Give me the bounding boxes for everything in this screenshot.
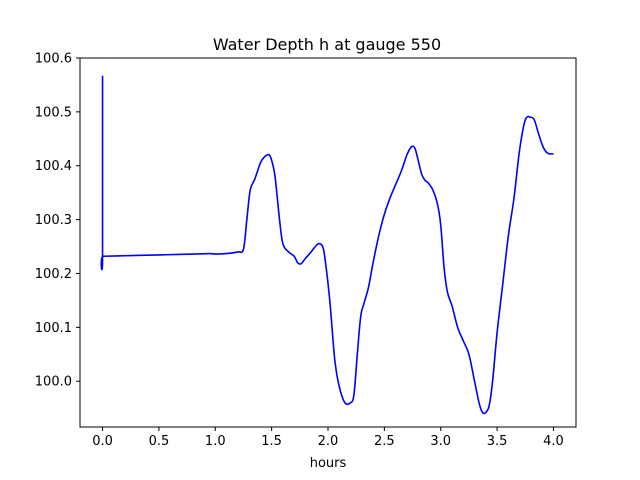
y-tick-label: 100.2 — [35, 267, 72, 282]
x-axis-label: hours — [310, 456, 347, 471]
x-tick-label: 0.0 — [92, 434, 113, 449]
y-tick-label: 100.4 — [35, 159, 72, 174]
y-tick-label: 100.5 — [35, 105, 72, 120]
x-tick-label: 3.0 — [430, 434, 451, 449]
x-tick-label: 2.5 — [374, 434, 395, 449]
y-tick-label: 100.6 — [35, 52, 72, 67]
plot-frame — [79, 57, 577, 428]
x-axis: 0.0 0.5 1.0 1.5 2.0 2.5 3.0 3.5 4.0 — [92, 427, 564, 449]
y-tick-label: 100.3 — [35, 213, 72, 228]
series-line-0 — [100, 75, 554, 415]
y-tick-label: 100.0 — [35, 375, 72, 390]
y-tick-label: 100.1 — [35, 321, 72, 336]
plot-area — [100, 75, 554, 415]
x-tick-label: 0.5 — [149, 434, 170, 449]
x-tick-label: 4.0 — [543, 434, 564, 449]
chart-title: Water Depth h at gauge 550 — [213, 35, 441, 54]
y-axis: 100.0 100.1 100.2 100.3 100.4 100.5 100.6 — [35, 52, 80, 390]
x-tick-label: 1.5 — [261, 434, 282, 449]
x-tick-label: 2.0 — [318, 434, 339, 449]
x-tick-label: 1.0 — [205, 434, 226, 449]
x-tick-label: 3.5 — [487, 434, 508, 449]
